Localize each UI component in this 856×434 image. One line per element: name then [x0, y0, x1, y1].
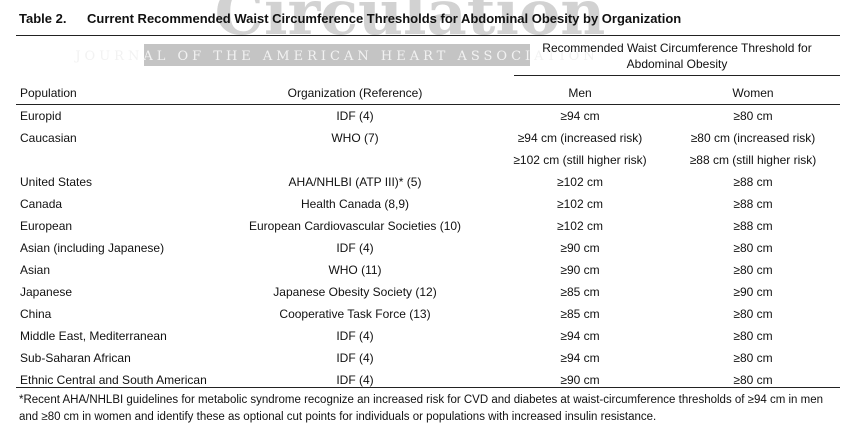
- threshold-group-header: Recommended Waist Circumference Threshol…: [542, 41, 812, 71]
- cell-population: Japanese: [20, 285, 73, 299]
- cell-men: ≥94 cm (increased risk): [517, 131, 643, 145]
- table-title: Table 2. Current Recommended Waist Circum…: [19, 11, 681, 26]
- cell-men: ≥94 cm: [560, 351, 600, 365]
- cell-men: ≥90 cm: [560, 241, 600, 255]
- cell-organization: IDF (4): [336, 241, 374, 255]
- table-title-text: Current Recommended Waist Circumference …: [87, 11, 682, 26]
- cell-men: ≥94 cm: [560, 329, 600, 343]
- table-row: Asian WHO (11) ≥90 cm ≥80 cm: [16, 259, 840, 281]
- cell-organization: IDF (4): [336, 351, 374, 365]
- cell-men: ≥102 cm: [557, 197, 603, 211]
- cell-population: Ethnic Central and South American: [20, 373, 207, 387]
- cell-women: ≥80 cm: [733, 329, 773, 343]
- cell-population: Asian: [20, 263, 51, 277]
- cell-population: Canada: [20, 197, 63, 211]
- cell-population: United States: [20, 175, 93, 189]
- table-row: ≥102 cm (still higher risk) ≥88 cm (still…: [16, 149, 840, 171]
- table-row: Europid IDF (4) ≥94 cm ≥80 cm: [16, 105, 840, 128]
- cell-organization: WHO (7): [331, 131, 379, 145]
- cell-women: ≥88 cm: [733, 175, 773, 189]
- cell-population: Asian (including Japanese): [20, 241, 165, 255]
- table-row: Asian (including Japanese) IDF (4) ≥90 cm ≥…: [16, 237, 840, 259]
- cell-organization: European Cardiovascular Societies (10): [248, 219, 462, 233]
- cell-women: ≥88 cm: [733, 197, 773, 211]
- table-row: Sub-Saharan African IDF (4) ≥94 cm ≥80 cm: [16, 347, 840, 369]
- cell-women: ≥80 cm: [733, 351, 773, 365]
- cell-population: China: [20, 307, 52, 321]
- cell-women: ≥80 cm: [733, 307, 773, 321]
- cell-organization: [216, 149, 494, 171]
- table-row: Ethnic Central and South American IDF (4)…: [16, 369, 840, 391]
- group-header-rule: [514, 75, 840, 76]
- cell-men: ≥90 cm: [560, 373, 600, 387]
- cell-women: ≥80 cm: [733, 241, 773, 255]
- table-footnote: *Recent AHA/NHLBI guidelines for metabol…: [19, 394, 824, 423]
- table-row: Japanese Japanese Obesity Society (12) ≥85…: [16, 281, 840, 303]
- watermark-band: [144, 44, 530, 66]
- cell-population: [16, 149, 216, 171]
- cell-population: Europid: [20, 109, 62, 123]
- col-header-women: Women: [666, 82, 840, 105]
- cell-organization: WHO (11): [328, 263, 382, 277]
- cell-women: ≥88 cm (still higher risk): [689, 153, 817, 167]
- table-row: United States AHA/NHLBI (ATP III)* (5) ≥10…: [16, 171, 840, 193]
- cell-men: ≥94 cm: [560, 109, 600, 123]
- cell-organization: IDF (4): [336, 373, 374, 387]
- cell-organization: Health Canada (8,9): [300, 197, 410, 211]
- cell-women: ≥80 cm: [733, 109, 773, 123]
- cell-organization: Japanese Obesity Society (12): [273, 285, 437, 299]
- cell-population: European: [20, 219, 73, 233]
- cell-women: ≥88 cm: [733, 219, 773, 233]
- col-header-population: Population: [16, 82, 216, 105]
- cell-men: ≥102 cm: [557, 175, 603, 189]
- table-row: Caucasian WHO (7) ≥94 cm (increased risk) ≥…: [16, 127, 840, 149]
- table-number: Table 2.: [19, 11, 67, 26]
- col-header-men: Men: [494, 82, 666, 105]
- cell-men: ≥85 cm: [560, 285, 600, 299]
- table-row: European European Cardiovascular Societie…: [16, 215, 840, 237]
- cell-women: ≥80 cm: [733, 373, 773, 387]
- table-row: Middle East, Mediterranean IDF (4) ≥94 cm ≥…: [16, 325, 840, 347]
- cell-population: Middle East, Mediterranean: [20, 329, 167, 343]
- cell-women: ≥80 cm (increased risk): [690, 131, 816, 145]
- cell-organization: IDF (4): [336, 109, 374, 123]
- column-header-row: Population Organization (Reference) Men …: [16, 82, 840, 105]
- top-rule: [16, 35, 840, 36]
- bottom-rule: [16, 387, 840, 388]
- cell-men: ≥102 cm (still higher risk): [513, 153, 647, 167]
- cell-organization: Cooperative Task Force (13): [279, 307, 431, 321]
- cell-organization: AHA/NHLBI (ATP III)* (5): [288, 175, 422, 189]
- table-row: Canada Health Canada (8,9) ≥102 cm ≥88 cm: [16, 193, 840, 215]
- cell-women: ≥90 cm: [733, 285, 773, 299]
- col-header-organization: Organization (Reference): [216, 82, 494, 105]
- table-row: China Cooperative Task Force (13) ≥85 cm ≥8…: [16, 303, 840, 325]
- cell-men: ≥90 cm: [560, 263, 600, 277]
- cell-population: Sub-Saharan African: [20, 351, 131, 365]
- cell-population: Caucasian: [20, 131, 77, 145]
- table-body: Europid IDF (4) ≥94 cm ≥80 cm Caucasian WHO (…: [16, 105, 840, 392]
- cell-organization: IDF (4): [336, 329, 374, 343]
- cell-women: ≥80 cm: [733, 263, 773, 277]
- waist-threshold-table: Population Organization (Reference) Men …: [16, 82, 840, 391]
- cell-men: ≥102 cm: [557, 219, 603, 233]
- cell-men: ≥85 cm: [560, 307, 600, 321]
